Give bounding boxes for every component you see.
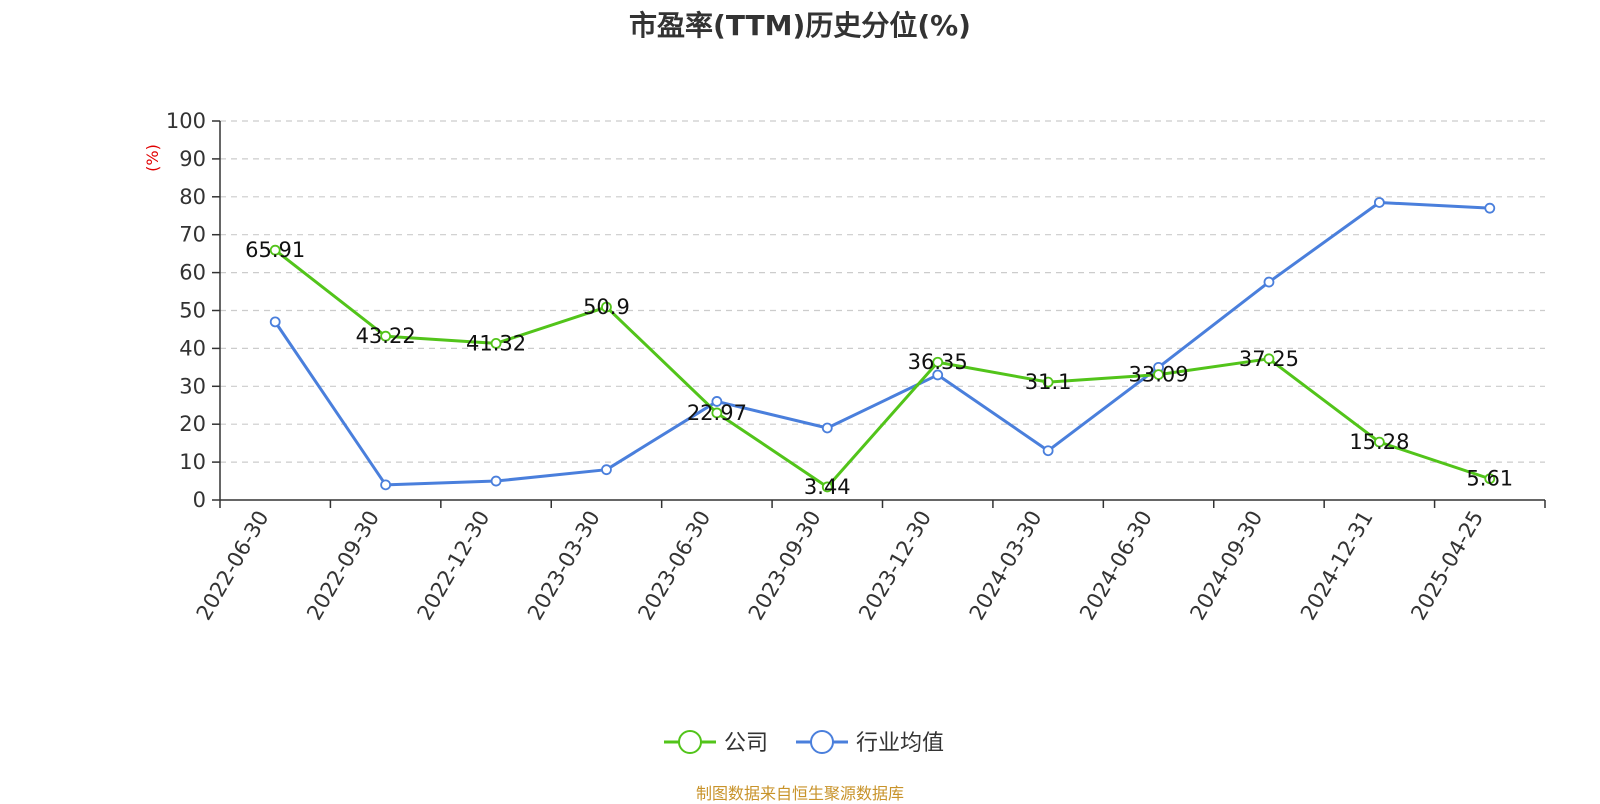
chart-title: 市盈率(TTM)历史分位(%): [629, 9, 971, 42]
legend-marker: [810, 730, 834, 754]
legend-item-1: 行业均值: [796, 730, 944, 756]
data-point: [1042, 445, 1054, 457]
x-tick-label: 2023-03-30: [523, 507, 605, 625]
data-label: 50.9: [583, 295, 630, 319]
data-label: 5.61: [1466, 467, 1513, 491]
data-label: 43.22: [356, 324, 416, 348]
y-tick-label: 70: [179, 223, 206, 247]
data-labels: 65.91 43.22 41.32 50.9 22.97 3.44 36.35 31.1 33.…: [245, 238, 1513, 499]
data-label: 15.28: [1349, 430, 1409, 454]
y-tick-label: 0: [193, 488, 206, 512]
x-tick-label: 2023-09-30: [744, 507, 826, 625]
data-point: [1373, 436, 1385, 448]
data-label: 65.91: [245, 238, 305, 262]
data-label: 37.25: [1239, 347, 1299, 371]
data-label: 36.35: [908, 350, 968, 374]
y-tick-label: 60: [179, 261, 206, 285]
data-point: [1263, 353, 1275, 365]
data-label: 41.32: [466, 331, 526, 355]
data-label: 31.1: [1025, 370, 1072, 394]
x-tick-label: 2023-06-30: [633, 507, 715, 625]
data-point: [380, 330, 392, 342]
x-tick-label: 2023-12-30: [854, 506, 936, 624]
source-note: 制图数据来自恒生聚源数据库: [695, 784, 904, 803]
data-point: [1484, 473, 1496, 485]
legend-label: 公司: [724, 731, 768, 756]
data-label: 22.97: [687, 401, 747, 425]
axes: 0 10 20 30 40 50 60 70 80 90 100 2022-06-30 2022-09-…: [166, 109, 1546, 625]
data-point: [821, 481, 833, 493]
data-point: [490, 475, 502, 487]
legend-marker: [678, 730, 702, 754]
y-tick-label: 80: [179, 185, 206, 209]
data-point: [601, 301, 612, 313]
gridlines: [220, 120, 1545, 463]
x-tick-label: 2025-04-25: [1406, 507, 1488, 625]
data-point: [269, 244, 281, 256]
x-tick-label: 2024-09-30: [1185, 507, 1267, 625]
x-tick-label: 2022-12-30: [413, 506, 495, 624]
series-line-1: [273, 200, 1490, 487]
data-point: [1153, 369, 1164, 380]
y-tick-label: 40: [179, 336, 206, 360]
y-tick-label: 10: [179, 450, 206, 474]
data-point: [932, 369, 944, 381]
x-tick-label: 2024-06-30: [1075, 507, 1157, 625]
data-point: [711, 407, 723, 419]
y-tick-label: 50: [179, 299, 206, 323]
data-label: 3.44: [804, 475, 851, 499]
data-point: [821, 422, 833, 434]
series-lines: [269, 197, 1496, 493]
legend-item-0: 公司: [664, 730, 768, 756]
y-tick-label: 100: [166, 109, 206, 133]
legend: 公司 行业均值: [664, 730, 944, 756]
data-point: [1484, 202, 1496, 214]
data-point: [601, 464, 612, 476]
x-tick-label: 2022-06-30: [192, 507, 274, 625]
y-tick-label: 20: [179, 412, 206, 436]
data-point: [1373, 197, 1385, 208]
data-point: [932, 356, 944, 368]
series-line-0: [274, 249, 1491, 489]
y-tick-label: 90: [179, 147, 206, 171]
data-point: [1042, 376, 1054, 388]
y-tick-label: 30: [179, 374, 206, 398]
data-point: [490, 337, 502, 349]
x-tick-label: 2024-03-30: [965, 507, 1047, 625]
x-tick-label: 2022-09-30: [302, 507, 384, 625]
data-label: 33.09: [1128, 363, 1188, 387]
legend-label: 行业均值: [856, 731, 944, 756]
x-tick-label: 2024-12-31: [1296, 507, 1378, 625]
data-point: [269, 316, 281, 328]
data-point: [711, 396, 723, 407]
y-axis-label: (%): [143, 144, 162, 172]
data-point: [380, 479, 392, 491]
data-point: [1263, 276, 1275, 288]
